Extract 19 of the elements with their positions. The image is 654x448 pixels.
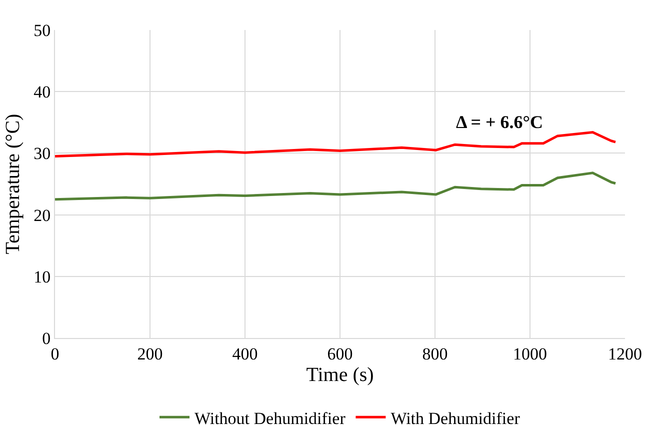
x-tick-label: 800 — [422, 344, 448, 364]
y-tick-label: 30 — [34, 144, 51, 164]
line-series — [55, 131, 617, 158]
annotation: Δ = + 6.6°C — [456, 112, 544, 132]
line-series — [55, 172, 617, 201]
x-tick-label: 400 — [232, 344, 258, 364]
x-axis-title: Time (s) — [306, 364, 374, 386]
x-tick-label: 1200 — [608, 344, 642, 364]
legend-label: With Dehumidifier — [390, 408, 520, 428]
y-tick-label: 0 — [42, 328, 51, 348]
y-tick-label: 50 — [34, 20, 51, 40]
y-tick-label: 20 — [34, 206, 51, 225]
x-tick-label: 600 — [327, 344, 353, 364]
x-tick-label: 200 — [137, 344, 163, 364]
y-tick-label: 10 — [34, 267, 51, 286]
x-tick-label: 1000 — [513, 344, 547, 364]
y-axis-title: Temperature (°C) — [2, 114, 24, 254]
legend-label: Without Dehumidifier — [194, 408, 346, 428]
y-tick-label: 40 — [34, 82, 51, 102]
